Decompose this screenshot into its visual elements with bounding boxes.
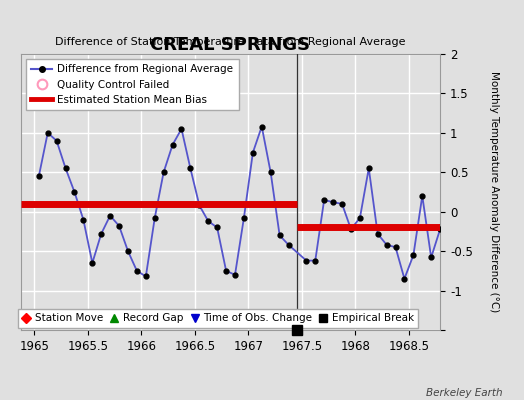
- Difference from Regional Average: [392, 245, 399, 250]
- Difference from Regional Average: [401, 276, 408, 281]
- Difference from Regional Average: [214, 225, 220, 230]
- Difference from Regional Average: [339, 202, 345, 206]
- Difference from Regional Average: [134, 268, 140, 273]
- Difference from Regional Average: [277, 233, 283, 238]
- Difference from Regional Average: [241, 216, 247, 220]
- Difference from Regional Average: [169, 142, 176, 147]
- Difference from Regional Average: [366, 166, 372, 171]
- Difference from Regional Average: [125, 249, 131, 254]
- Difference from Regional Average: [286, 242, 292, 247]
- Difference from Regional Average: [357, 216, 363, 220]
- Difference from Regional Average: [89, 260, 95, 265]
- Difference from Regional Average: [410, 253, 417, 258]
- Line: Difference from Regional Average: Difference from Regional Average: [36, 124, 443, 281]
- Difference from Regional Average: [116, 224, 122, 228]
- Difference from Regional Average: [160, 170, 167, 175]
- Difference from Regional Average: [36, 174, 42, 179]
- Difference from Regional Average: [348, 227, 354, 232]
- Difference from Regional Average: [151, 216, 158, 220]
- Difference from Regional Average: [375, 231, 381, 236]
- Difference from Regional Average: [53, 138, 60, 143]
- Difference from Regional Average: [232, 272, 238, 277]
- Difference from Regional Average: [205, 219, 211, 224]
- Difference from Regional Average: [384, 242, 390, 247]
- Difference from Regional Average: [312, 258, 319, 263]
- Difference from Regional Average: [71, 190, 78, 194]
- Difference from Regional Average: [223, 268, 230, 273]
- Legend: Station Move, Record Gap, Time of Obs. Change, Empirical Break: Station Move, Record Gap, Time of Obs. C…: [18, 309, 418, 328]
- Difference from Regional Average: [419, 194, 425, 198]
- Difference from Regional Average: [250, 150, 256, 155]
- Difference from Regional Average: [330, 200, 336, 205]
- Difference from Regional Average: [267, 170, 274, 175]
- Difference from Regional Average: [45, 130, 51, 135]
- Difference from Regional Average: [62, 166, 69, 171]
- Difference from Regional Average: [178, 126, 184, 131]
- Title: CREAL SPRINGS: CREAL SPRINGS: [150, 36, 311, 54]
- Difference from Regional Average: [187, 166, 193, 171]
- Difference from Regional Average: [143, 274, 149, 279]
- Difference from Regional Average: [98, 231, 104, 236]
- Text: Difference of Station Temperature Data from Regional Average: Difference of Station Temperature Data f…: [56, 37, 406, 47]
- Difference from Regional Average: [437, 227, 443, 232]
- Difference from Regional Average: [321, 198, 328, 202]
- Difference from Regional Average: [259, 124, 265, 129]
- Difference from Regional Average: [428, 255, 434, 260]
- Text: Berkeley Earth: Berkeley Earth: [427, 388, 503, 398]
- Difference from Regional Average: [303, 258, 310, 263]
- Difference from Regional Average: [196, 203, 202, 208]
- Difference from Regional Average: [80, 217, 86, 222]
- Y-axis label: Monthly Temperature Anomaly Difference (°C): Monthly Temperature Anomaly Difference (…: [489, 71, 499, 313]
- Difference from Regional Average: [107, 213, 113, 218]
